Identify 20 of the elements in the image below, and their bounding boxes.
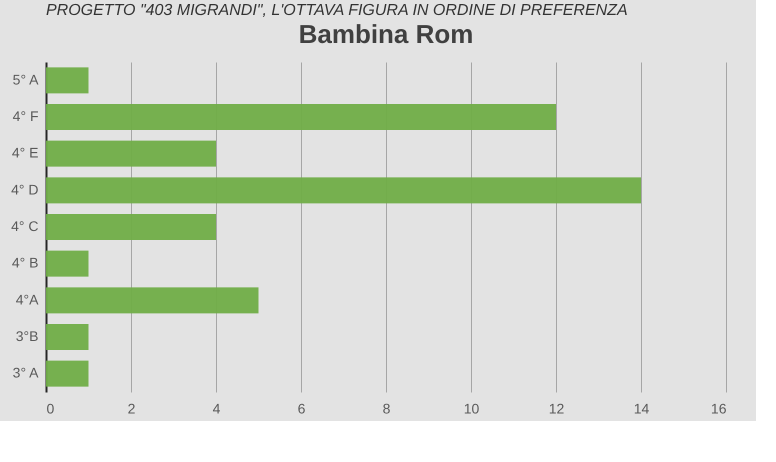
y-tick-label: 3° A bbox=[12, 364, 40, 381]
y-tick-label: 4° F bbox=[12, 108, 38, 124]
y-tick-label: 4° D bbox=[11, 181, 38, 198]
x-tick-label: 8 bbox=[382, 400, 391, 416]
y-tick-label: 4°A bbox=[16, 291, 40, 308]
y-tick-label: 5° A bbox=[12, 71, 40, 88]
x-tick-label: 4 bbox=[212, 400, 221, 416]
x-tick-label: 2 bbox=[128, 400, 136, 416]
x-tick-label: 10 bbox=[464, 400, 480, 416]
x-tick-label: 6 bbox=[298, 400, 306, 416]
y-tick-label: 4° B bbox=[12, 254, 38, 271]
chart-title: Bambina Rom bbox=[298, 19, 474, 49]
y-tick-label: 4° C bbox=[11, 218, 38, 234]
y-tick-label: 4° E bbox=[12, 144, 38, 161]
x-tick-label: 12 bbox=[548, 400, 564, 416]
x-tick-label: 16 bbox=[710, 400, 727, 416]
text: PROGETTO "403 MIGRANDI", L'OTTAVA FIGURA IN ORDINE DI PREFERENZA bbox=[46, 2, 628, 19]
x-tick-label: 14 bbox=[634, 400, 650, 416]
x-tick-label: 0 bbox=[46, 400, 54, 416]
y-tick-label: 3°B bbox=[16, 328, 38, 344]
